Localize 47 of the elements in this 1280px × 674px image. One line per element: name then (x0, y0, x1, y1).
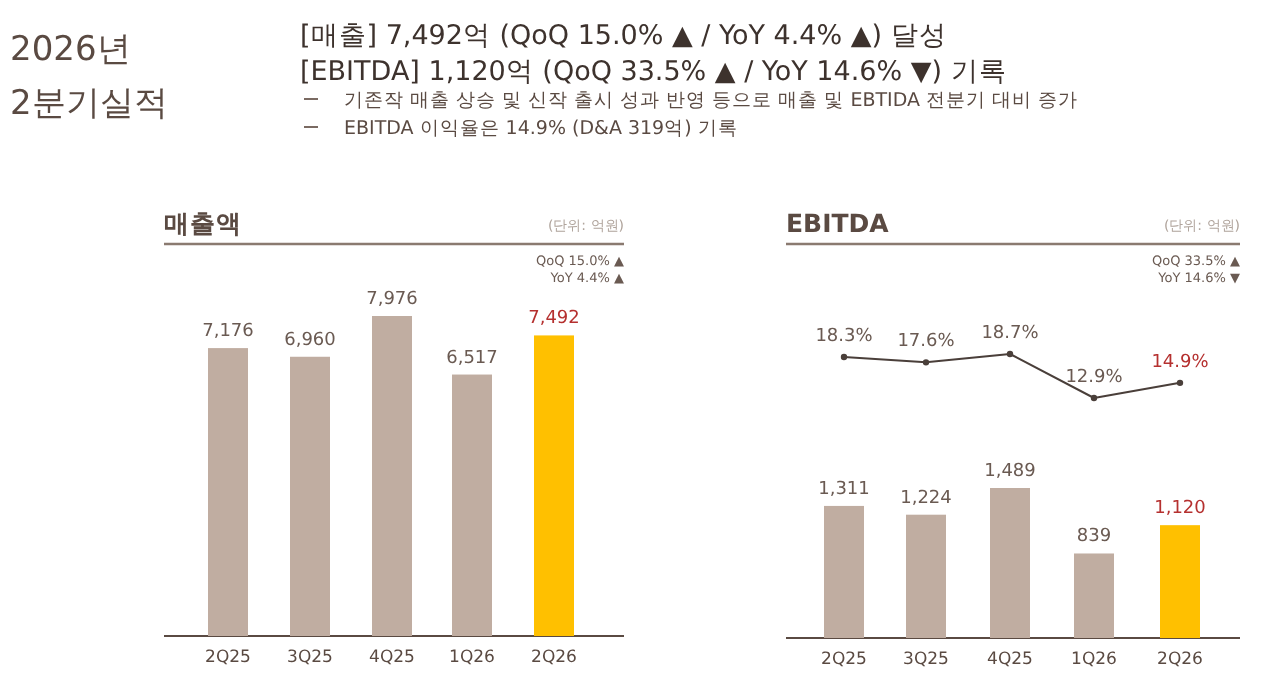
point (922, 359, 930, 366)
bar (1074, 553, 1114, 638)
bar (990, 488, 1030, 638)
point (840, 353, 848, 361)
x-tick-label: 1Q26 (449, 648, 495, 668)
x-tick-label: 2Q26 (531, 648, 577, 668)
data-label: 14.9% (1151, 352, 1210, 373)
data-label: 6,517 (446, 348, 498, 369)
point (1006, 350, 1014, 358)
x-tick-label: 3Q25 (287, 648, 333, 668)
point (1090, 394, 1098, 402)
text: [매출] 7,492억 (QoQ 15.0% ▲ / YoY 4.4% ▲) 달성 (300, 20, 947, 52)
data-label: 7,492 (528, 309, 580, 330)
data-label: 839 (1076, 527, 1112, 548)
data-label: 17.6% (897, 332, 956, 353)
bar (534, 335, 574, 636)
bar (824, 505, 864, 638)
data-label: 18.7% (981, 324, 1040, 344)
point (1176, 379, 1184, 387)
x-tick-label: 3Q25 (903, 650, 949, 670)
x-tick-label: 2Q25 (821, 650, 867, 670)
bar (290, 356, 330, 636)
bar (208, 348, 248, 636)
bar (906, 514, 946, 638)
text: 기존작 매출 상승 및 신작 출시 성과 반영 등으로 매출 및 EBTIDA 전분기 대비 증가 (344, 90, 1079, 112)
data-label: 12.9% (1065, 368, 1124, 388)
x-tick-label: 1Q26 (1071, 650, 1117, 670)
bar (452, 374, 492, 636)
text: [EBITDA] 1,120억 (QoQ 33.5% ▲ / YoY 14.6% ▼) 기록 (300, 56, 1007, 88)
data-label: 6,960 (284, 330, 337, 351)
text: 2026년 2분기실적 (10, 30, 168, 124)
data-label: 1,311 (818, 479, 870, 500)
x-tick-label: 4Q25 (369, 648, 415, 668)
text: EBITDA 이익율은 14.9% (D&A 319억) 기록 (344, 118, 738, 140)
x-tick-label: 2Q25 (205, 648, 251, 668)
data-label: 1,224 (900, 488, 953, 509)
data-label: 7,976 (366, 290, 419, 310)
x-tick-label: 2Q26 (1157, 650, 1203, 670)
x-tick-label: 4Q25 (987, 650, 1033, 670)
data-label: 1,489 (984, 462, 1037, 482)
bar (1160, 525, 1200, 638)
data-label: 7,176 (202, 322, 255, 343)
data-label: 1,120 (1154, 499, 1207, 520)
data-label: 18.3% (815, 327, 874, 348)
chart-title: EBITDA (786, 208, 890, 238)
bar (372, 316, 412, 636)
chart-title: 매출액 (164, 208, 242, 238)
